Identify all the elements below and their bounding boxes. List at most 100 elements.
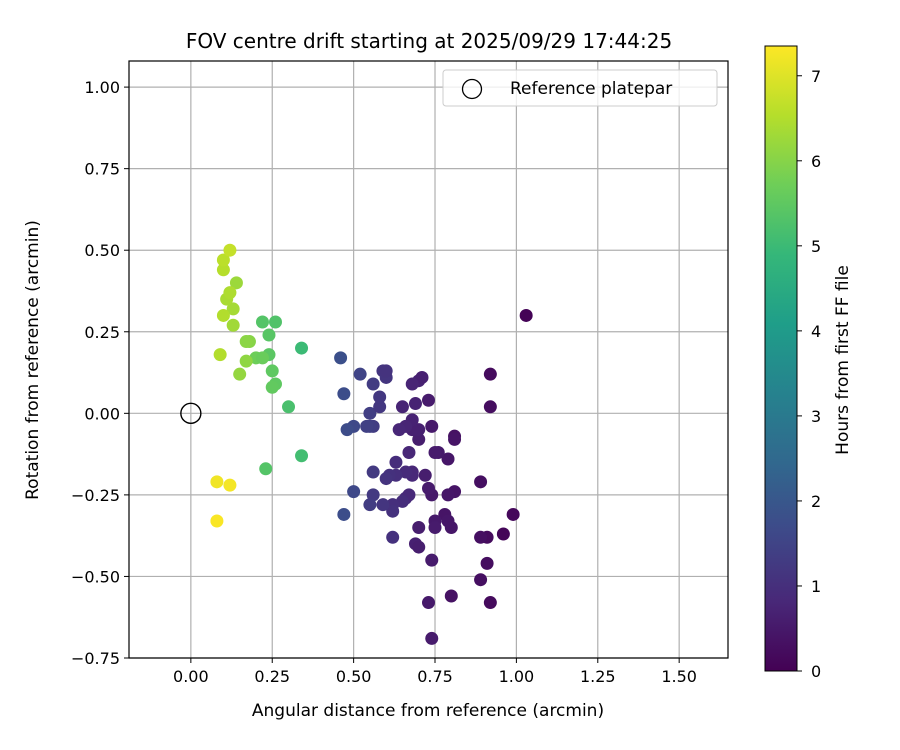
colorbar-tick-label: 3 — [811, 407, 821, 426]
data-point — [428, 521, 442, 535]
data-point — [265, 364, 279, 378]
legend-reference-marker — [461, 78, 483, 100]
data-point — [418, 468, 432, 482]
data-point — [363, 498, 377, 512]
data-point — [340, 423, 354, 437]
x-tick-label: 1.50 — [661, 667, 697, 686]
data-point — [265, 380, 279, 394]
data-point — [360, 419, 374, 433]
x-tick-label: 0.75 — [417, 667, 453, 686]
data-point — [268, 315, 282, 329]
data-point — [480, 556, 494, 570]
data-point — [353, 367, 367, 381]
data-point — [441, 452, 455, 466]
data-point — [337, 387, 351, 401]
data-point — [373, 400, 387, 414]
colorbar-tick-label: 1 — [811, 577, 821, 596]
legend-label-reference: Reference platepar — [510, 79, 672, 99]
data-point — [425, 631, 439, 645]
data-point — [255, 351, 269, 365]
data-point — [386, 530, 400, 544]
data-point — [496, 527, 510, 541]
data-point — [483, 367, 497, 381]
data-point — [408, 397, 422, 411]
data-point — [425, 419, 439, 433]
data-point — [399, 465, 413, 479]
y-axis-label: Rotation from reference (arcmin) — [23, 220, 43, 500]
y-tick-label: 0.00 — [84, 404, 120, 423]
data-point — [483, 400, 497, 414]
x-tick-label: 1.00 — [499, 667, 535, 686]
colorbar-tick-label: 4 — [811, 322, 821, 341]
data-point — [295, 449, 309, 463]
y-axis-ticks: −0.75 −0.50 −0.25 0.00 0.25 0.50 0.75 1.00 — [71, 78, 129, 668]
data-point — [474, 530, 488, 544]
data-point — [229, 276, 243, 290]
data-point — [379, 472, 393, 486]
data-point — [363, 406, 377, 420]
data-point — [226, 302, 240, 316]
x-axis-ticks: 0.00 0.25 0.50 0.75 1.00 1.25 1.50 — [173, 658, 697, 686]
data-point — [210, 514, 224, 528]
data-point — [444, 521, 458, 535]
data-point — [373, 390, 387, 404]
y-tick-label: −0.50 — [71, 567, 120, 586]
reference-platepar-marker — [180, 402, 202, 425]
chart-title: FOV centre drift starting at 2025/09/29 … — [186, 29, 672, 53]
data-point — [334, 351, 348, 365]
x-axis-label: Angular distance from reference (arcmin) — [252, 701, 604, 721]
data-point — [210, 475, 224, 489]
y-tick-label: 0.75 — [84, 160, 120, 179]
data-point — [519, 308, 533, 322]
data-point — [262, 328, 276, 342]
data-point — [395, 400, 409, 414]
y-tick-label: 1.00 — [84, 78, 120, 97]
data-point — [395, 494, 409, 508]
x-tick-label: 1.25 — [580, 667, 616, 686]
data-point — [412, 540, 426, 554]
scatter-points — [210, 243, 533, 645]
data-point — [366, 488, 380, 502]
data-point — [392, 423, 406, 437]
data-point — [366, 465, 380, 479]
y-tick-label: 0.25 — [84, 323, 120, 342]
data-point — [415, 370, 429, 384]
data-point — [389, 455, 403, 469]
data-point — [441, 488, 455, 502]
data-point — [282, 400, 296, 414]
data-point — [412, 432, 426, 446]
colorbar-gradient — [765, 46, 797, 671]
y-tick-label: 0.50 — [84, 241, 120, 260]
data-point — [347, 485, 361, 499]
data-point — [239, 354, 253, 368]
colorbar-tick-label: 7 — [811, 67, 821, 86]
y-tick-label: −0.75 — [71, 649, 120, 668]
data-point — [376, 498, 390, 512]
data-point — [216, 308, 230, 322]
data-point — [233, 367, 247, 381]
data-point — [448, 432, 462, 446]
data-point — [337, 507, 351, 521]
data-point — [213, 348, 227, 362]
colorbar-tick-label: 5 — [811, 237, 821, 256]
colorbar-frame — [764, 45, 798, 672]
colorbar-ticks: 0 1 2 3 4 5 6 7 — [797, 67, 821, 681]
x-tick-label: 0.50 — [336, 667, 372, 686]
data-point — [428, 445, 442, 459]
data-point — [379, 364, 393, 378]
legend-box — [442, 69, 718, 107]
data-point — [226, 318, 240, 332]
data-point — [295, 341, 309, 355]
data-point — [259, 462, 273, 476]
data-point — [422, 393, 435, 407]
colorbar-label: Hours from first FF file — [833, 265, 853, 455]
data-point — [405, 377, 419, 391]
colorbar-tick-label: 2 — [811, 492, 821, 511]
colorbar-tick-label: 0 — [811, 662, 821, 681]
data-point — [366, 377, 380, 391]
reference-marker-group — [180, 402, 202, 425]
x-tick-label: 0.00 — [173, 667, 209, 686]
data-point — [422, 596, 435, 610]
